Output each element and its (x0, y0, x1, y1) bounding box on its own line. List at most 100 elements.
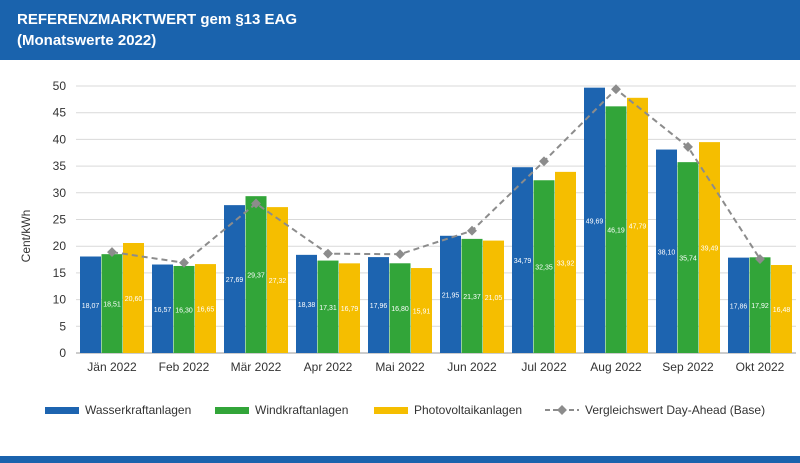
legend-label-dayahead: Vergleichswert Day-Ahead (Base) (585, 403, 765, 417)
comparison-line-path (111, 87, 761, 264)
legend-label-wasser: Wasserkraftanlagen (85, 403, 191, 417)
bar-value-label: 35,74 (679, 256, 697, 263)
comparison-point (107, 247, 117, 258)
bar-value-label: 33,92 (557, 260, 575, 267)
x-tick-label: Apr 2022 (304, 360, 353, 374)
bar-wind (245, 196, 267, 353)
bar-value-label: 29,37 (247, 273, 265, 280)
x-tick-label: Mär 2022 (231, 360, 282, 374)
bar-value-label: 17,92 (751, 303, 769, 310)
bar-value-label: 16,30 (175, 307, 193, 314)
x-tick-label: Jän 2022 (87, 360, 137, 374)
bar-pv (483, 240, 504, 353)
x-axis: Jän 2022 Feb 2022 Mär 2022 Apr 2022 Mai 2022… (87, 360, 784, 374)
bar-value-label: 16,80 (391, 306, 409, 313)
bar-wind (677, 162, 699, 353)
bar-value-label: 47,79 (629, 223, 647, 230)
bar-wind (101, 254, 123, 353)
comparison-point (323, 248, 333, 259)
y-tick-label: 30 (53, 186, 67, 200)
bar-wasser (152, 264, 173, 353)
legend-label-pv: Photovoltaikanlagen (414, 403, 522, 417)
bar-value-label: 17,31 (319, 305, 337, 312)
bar-value-label: 18,07 (82, 303, 100, 310)
comparison-point (611, 84, 621, 95)
x-tick-label: Feb 2022 (159, 360, 210, 374)
bar-wind (461, 238, 483, 353)
bar-wasser (224, 205, 245, 353)
y-tick-label: 50 (53, 79, 67, 93)
bar-value-label: 17,86 (730, 303, 748, 310)
bar-value-label: 16,79 (341, 306, 359, 313)
bar-value-label: 32,35 (535, 265, 553, 272)
bar-wind (533, 180, 555, 353)
bar-pv (339, 263, 360, 353)
bar-wasser (368, 257, 389, 353)
bar-wasser (440, 235, 461, 353)
bar-value-label: 49,69 (586, 218, 604, 225)
comparison-point (683, 141, 693, 152)
bar-wasser (512, 167, 533, 353)
bar-value-label: 39,49 (701, 246, 719, 253)
chart-title-line-2: (Monatswerte 2022) (17, 32, 157, 49)
y-tick-label: 35 (53, 159, 67, 173)
y-tick-label: 15 (53, 266, 67, 280)
bar-value-label: 18,38 (298, 302, 316, 309)
y-tick-label: 40 (53, 132, 67, 146)
bar-value-label: 17,96 (370, 303, 388, 310)
bar-value-label: 27,69 (226, 277, 244, 284)
chart-title: REFERENZMARKTWERT gem §13 EAG (Monatswer… (17, 9, 297, 51)
comparison-point (539, 156, 549, 167)
bar-wasser (80, 256, 101, 353)
x-tick-label: Mai 2022 (375, 360, 425, 374)
bar-pv (195, 264, 216, 353)
bar-pv (699, 142, 720, 353)
chart-header (0, 0, 800, 60)
bar-wasser (728, 257, 749, 353)
bar-value-label: 34,79 (514, 258, 532, 265)
y-tick-label: 10 (53, 293, 67, 307)
y-tick-label: 25 (53, 213, 67, 227)
bar-pv (771, 264, 792, 353)
y-tick-label: 0 (59, 346, 66, 360)
bar-wind (173, 265, 195, 353)
bar-value-label: 21,37 (463, 294, 481, 301)
bar-labels: 18,07 18,51 20,60 16,57 16,30 16,65 27,6929,37… (82, 218, 791, 315)
bar-value-label: 16,65 (197, 307, 215, 314)
x-tick-label: Aug 2022 (590, 360, 642, 374)
legend: Wasserkraftanlagen Windkraftanlagen Photov… (45, 403, 765, 417)
legend-swatch-wind (215, 407, 249, 414)
bar-value-label: 46,19 (607, 228, 625, 235)
bar-value-label: 27,32 (269, 278, 287, 285)
chart-title-line-1: REFERENZMARKTWERT gem §13 EAG (17, 11, 298, 28)
bar-pv (267, 207, 288, 353)
bar-wasser (656, 149, 677, 353)
x-tick-label: Jul 2022 (521, 360, 567, 374)
legend-line-marker (557, 405, 567, 415)
bar-pv (627, 97, 648, 354)
bar-wind (605, 106, 627, 353)
y-tick-label: 45 (53, 106, 67, 120)
legend-label-wind: Windkraftanlagen (255, 403, 348, 417)
bar-wasser (296, 254, 317, 353)
bar-value-label: 16,57 (154, 307, 172, 314)
comparison-point (467, 225, 477, 236)
bar-value-label: 20,60 (125, 296, 143, 303)
comparison-point (395, 249, 405, 260)
legend-swatch-pv (374, 407, 408, 414)
bar-pv (555, 171, 576, 353)
bars (80, 87, 792, 354)
y-axis-label: Cent/kWh (19, 210, 33, 263)
footer-bar (0, 456, 800, 463)
bar-pv (123, 242, 144, 353)
bar-value-label: 15,91 (413, 309, 431, 316)
x-tick-label: Jun 2022 (447, 360, 497, 374)
bar-wasser (584, 87, 605, 354)
y-tick-label: 20 (53, 239, 67, 253)
legend-swatch-wasser (45, 407, 79, 414)
y-tick-label: 5 (59, 319, 66, 333)
bar-wind (749, 257, 771, 353)
bar-pv (411, 268, 432, 353)
bar-value-label: 38,10 (658, 249, 676, 256)
